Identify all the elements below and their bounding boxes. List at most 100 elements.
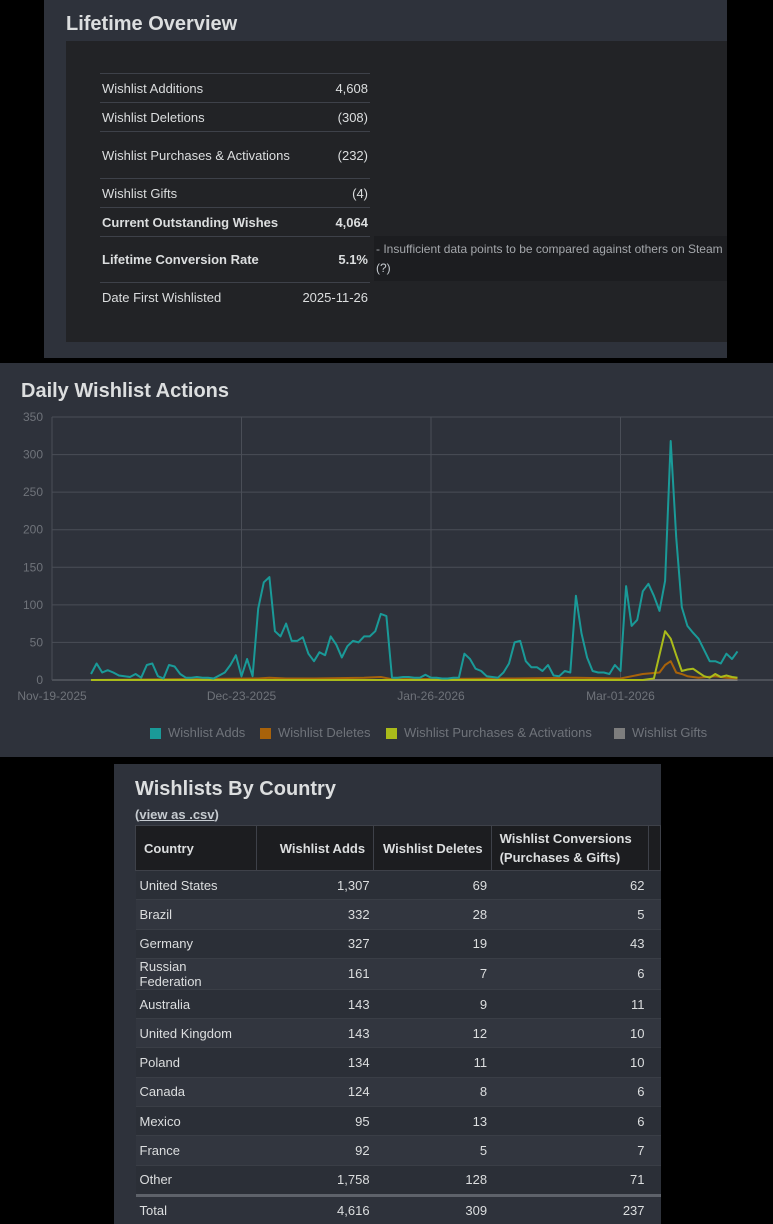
country-row: Brazil 332 28 5 [135,899,661,930]
legend-label: Wishlist Gifts [632,725,708,740]
country-clipped [648,929,661,959]
country-name: United Kingdom [135,1018,257,1049]
country-adds: 143 [256,989,374,1020]
overview-value: 4,608 [335,80,368,96]
country-row: United States 1,307 69 62 [135,870,661,901]
country-row: Germany 327 19 43 [135,929,661,959]
help-link[interactable]: (?) [376,261,391,275]
series-line-wishlist-adds [90,440,739,680]
country-deletes: 19 [373,929,492,959]
csv-link-line: (view as .csv) [135,807,219,822]
overview-row-outstanding: Current Outstanding Wishes 4,064 [100,207,370,237]
country-clipped [648,958,661,990]
overview-label: Wishlist Additions [102,80,204,96]
country-name: Mexico [135,1106,257,1137]
overview-value: 5.1% [338,252,368,267]
country-adds: 1,758 [256,1165,374,1196]
country-deletes: 69 [373,870,492,901]
lifetime-overview-title: Lifetime Overview [66,13,238,35]
country-adds: 92 [256,1135,374,1166]
overview-value: 4,064 [335,214,368,230]
country-clipped [648,1047,661,1078]
csv-paren-open: ( [135,807,140,822]
overview-row-additions: Wishlist Additions 4,608 [100,73,370,103]
x-tick-label: Nov-19-2025 [17,689,87,703]
series-line-wishlist-purchases-activations [91,630,738,681]
x-tick-label: Mar-01-2026 [586,689,655,703]
country-conversions: 10 [491,1047,649,1078]
overview-value: (232) [337,147,368,163]
country-row: Other 1,758 128 71 [135,1165,661,1196]
total-label: Total [135,1193,257,1224]
country-row: Poland 134 11 10 [135,1047,661,1078]
legend-label: Wishlist Purchases & Activations [404,725,592,740]
total-clipped [648,1193,661,1224]
country-row: United Kingdom 143 12 10 [135,1018,661,1049]
overview-row-first-wishlisted: Date First Wishlisted 2025-11-26 [100,282,370,312]
column-header-conversions[interactable]: Wishlist Conversions (Purchases & Gifts) [490,825,650,871]
country-clipped [648,1077,661,1108]
total-deletes: 309 [373,1193,492,1224]
daily-wishlist-actions-title: Daily Wishlist Actions [21,380,230,402]
country-deletes: 5 [373,1135,492,1166]
overview-label: Lifetime Conversion Rate [102,252,259,267]
country-conversions: 11 [491,989,649,1020]
country-deletes: 12 [373,1018,492,1049]
legend-label: Wishlist Deletes [278,725,371,740]
country-name: Brazil [135,899,257,930]
overview-label: Wishlist Gifts [102,185,178,201]
country-adds: 161 [256,958,374,990]
y-tick-label: 300 [23,448,43,462]
column-header-country[interactable]: Country [135,825,257,871]
series-line-wishlist-deletes [90,660,738,681]
overview-label: Wishlist Deletions [102,109,205,125]
plot-area [52,417,773,680]
country-row: Russian Federation 161 7 6 [135,958,661,990]
country-clipped [648,870,661,901]
overview-value: (308) [337,109,368,125]
country-deletes: 28 [373,899,492,930]
country-adds: 143 [256,1018,374,1049]
country-name: Russian Federation [135,958,257,990]
country-conversions: 71 [491,1165,649,1196]
country-row: Australia 143 9 11 [135,989,661,1020]
lifetime-overview-box: Wishlist Additions 4,608 Wishlist Deleti… [66,41,727,342]
legend-item[interactable]: Wishlist Purchases & Activations [386,725,592,740]
total-adds: 4,616 [256,1193,374,1224]
country-table-total-row: Total 4,616 309 237 [135,1193,661,1224]
column-header-deletes[interactable]: Wishlist Deletes [373,825,492,871]
overview-value: 2025-11-26 [302,289,368,305]
lifetime-overview-table: Wishlist Additions 4,608 Wishlist Deleti… [100,73,370,311]
country-adds: 332 [256,899,374,930]
country-name: Australia [135,989,257,1020]
country-conversions: 6 [491,958,649,990]
country-conversions: 62 [491,870,649,901]
conversion-rate-note: - Insufficient data points to be compare… [374,236,727,281]
country-name: France [135,1135,257,1166]
country-name: Other [135,1165,257,1196]
column-header-adds[interactable]: Wishlist Adds [255,825,375,871]
csv-paren-close: ) [214,807,219,822]
country-name: Germany [135,929,257,959]
country-row: France 92 5 7 [135,1135,661,1166]
lifetime-overview-panel: Lifetime Overview Wishlist Additions 4,6… [44,0,727,358]
daily-wishlist-chart: 0 50 100 150 200 250 300 350 Nov-19-2025 Dec-23-2… [17,410,773,740]
country-conversions: 10 [491,1018,649,1049]
y-tick-label: 200 [23,523,43,537]
country-deletes: 8 [373,1077,492,1108]
view-as-csv-link[interactable]: view as .csv [139,807,215,822]
y-tick-label: 150 [23,560,43,574]
x-tick-label: Jan-26-2026 [397,689,465,703]
country-adds: 327 [256,929,374,959]
wishlists-by-country-title: Wishlists By Country [135,778,336,800]
y-tick-label: 100 [23,598,43,612]
country-name: Poland [135,1047,257,1078]
legend-item[interactable]: Wishlist Deletes [260,725,371,740]
country-adds: 1,307 [256,870,374,901]
column-header-clipped [648,825,661,871]
x-tick-label: Dec-23-2025 [207,689,277,703]
legend-item[interactable]: Wishlist Gifts [614,725,708,740]
legend-swatch [150,728,161,739]
overview-row-conversion-rate: Lifetime Conversion Rate 5.1% [100,236,370,283]
legend-item[interactable]: Wishlist Adds [150,725,246,740]
